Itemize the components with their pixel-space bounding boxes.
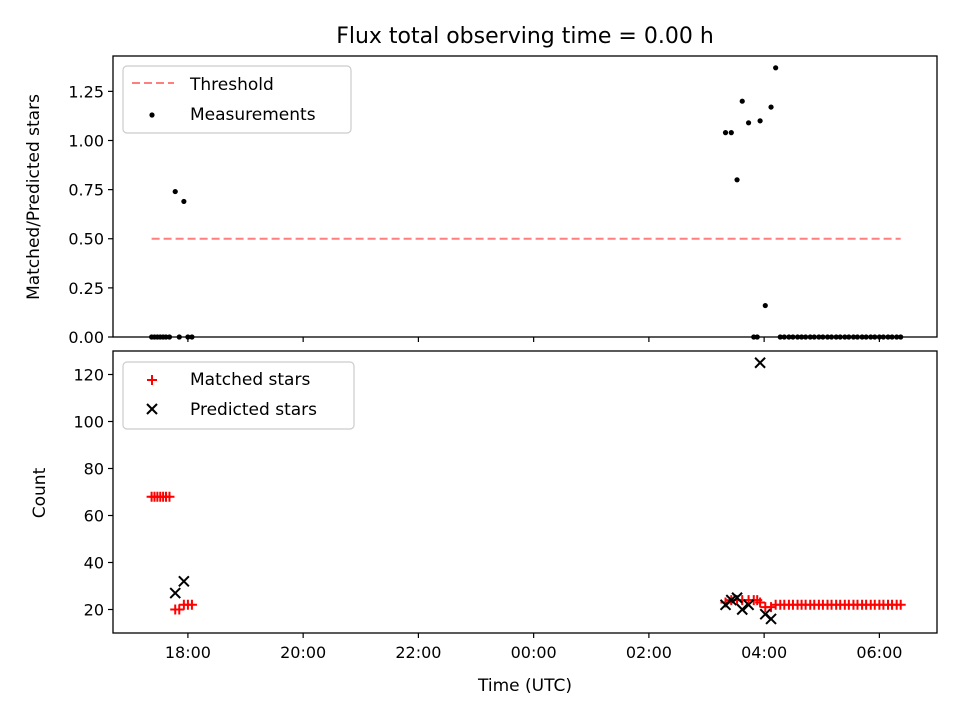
- figure-title: Flux total observing time = 0.00 h: [336, 24, 714, 49]
- predicted-star-point: [725, 594, 737, 606]
- bottom-y-tick-label: 100: [73, 413, 104, 432]
- bottom-x-tick-label: 04:00: [741, 643, 787, 662]
- bottom-x-tick-label: 22:00: [395, 643, 441, 662]
- top-legend: Threshold Measurements: [122, 65, 352, 134]
- bottom-y-tick-label: 120: [73, 366, 104, 385]
- matched-star-point: [164, 491, 175, 502]
- bottom-y-tick-label: 40: [84, 554, 104, 573]
- measurement-point: [722, 130, 729, 136]
- matched-star-point: [174, 604, 185, 615]
- legend-matched-swatch: [147, 375, 157, 385]
- top-y-tick-label: 0.75: [68, 181, 104, 200]
- measurement-point: [734, 177, 740, 183]
- bottom-legend: Matched stars Predicted stars: [122, 361, 355, 430]
- predicted-star-point: [754, 357, 766, 369]
- bottom-y-axis-label: Count: [30, 467, 50, 518]
- measurements-series: [149, 65, 904, 340]
- measurement-point: [773, 65, 779, 71]
- bottom-x-tick-label: 06:00: [856, 643, 902, 662]
- matched-stars-series: [146, 491, 906, 615]
- measurement-point: [181, 198, 187, 205]
- measurement-point: [757, 118, 763, 124]
- bottom-x-tick-label: 02:00: [626, 643, 672, 662]
- top-y-tick-label: 1.00: [68, 131, 104, 150]
- legend-predicted-label: Predicted stars: [190, 400, 317, 420]
- bottom-x-tick-label: 18:00: [165, 643, 211, 662]
- measurement-point: [728, 130, 734, 136]
- bottom-y-tick-label: 60: [84, 507, 104, 526]
- top-legend-box: [122, 65, 352, 134]
- legend-threshold-label: Threshold: [189, 75, 274, 95]
- measurement-point: [739, 98, 745, 104]
- matched-star-point: [895, 599, 906, 610]
- top-panel: 0.00 0.25 0.50 0.75 1.00 1.25 Matched/Predict…: [24, 55, 938, 347]
- legend-measurements-label: Measurements: [190, 105, 316, 125]
- predicted-star-point: [742, 599, 755, 611]
- top-y-tick-label: 0.00: [68, 328, 104, 347]
- legend-predicted-swatch: [146, 403, 158, 415]
- predicted-stars-series: [169, 357, 777, 625]
- measurement-point: [745, 120, 752, 126]
- top-axes-frame: [112, 55, 938, 338]
- bottom-y-tick-label: 80: [84, 460, 104, 479]
- matched-star-point: [755, 597, 766, 608]
- legend-matched-label: Matched stars: [190, 370, 310, 390]
- measurement-point: [768, 104, 774, 110]
- predicted-star-point: [731, 592, 743, 604]
- predicted-star-point: [178, 575, 190, 588]
- top-y-tick-label: 0.25: [68, 279, 104, 298]
- bottom-axes-frame: [112, 350, 938, 634]
- bottom-y-tick-label: 20: [84, 601, 104, 620]
- bottom-x-tick-label: 20:00: [280, 643, 326, 662]
- top-y-tick-label: 0.50: [68, 230, 104, 249]
- legend-measurements-swatch: [149, 112, 155, 118]
- measurement-point: [172, 188, 178, 195]
- top-y-tick-label: 1.25: [68, 82, 104, 101]
- predicted-star-point: [169, 587, 181, 599]
- bottom-panel: 18:00 20:00 22:00 00:00 02:00 04:00 06:00 20 40 6…: [30, 350, 938, 696]
- top-axis-ticks: 0.00 0.25 0.50 0.75 1.00 1.25: [68, 82, 880, 347]
- predicted-star-point: [765, 613, 777, 625]
- bottom-x-tick-label: 00:00: [511, 643, 557, 662]
- x-axis-label: Time (UTC): [477, 676, 572, 696]
- bottom-legend-box: [122, 361, 355, 430]
- measurement-point: [762, 302, 768, 309]
- bottom-axis-ticks: 18:00 20:00 22:00 00:00 02:00 04:00 06:00 20 40 6…: [73, 366, 902, 663]
- matched-star-point: [186, 599, 197, 610]
- top-y-axis-label: Matched/Predicted stars: [24, 94, 44, 300]
- predicted-star-point: [736, 603, 748, 616]
